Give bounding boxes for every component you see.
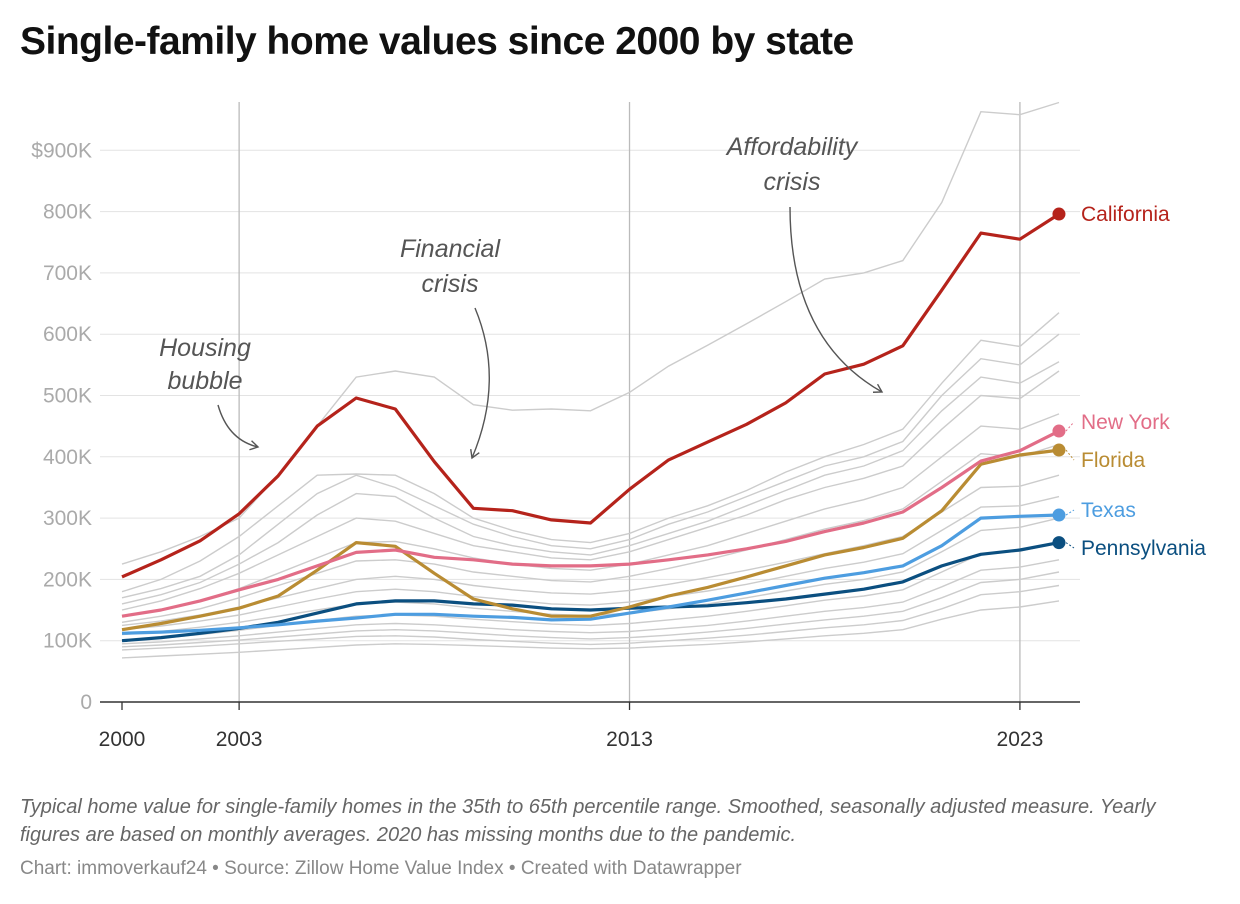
background-state-line bbox=[121, 600, 1060, 659]
annotation-text: Financial bbox=[400, 235, 501, 263]
y-tick-label: 700K bbox=[43, 262, 92, 285]
background-state-line bbox=[121, 413, 1060, 617]
background-state-line bbox=[121, 333, 1060, 599]
annotation-text: crisis bbox=[422, 270, 479, 298]
new-york-label-connector bbox=[1065, 421, 1075, 432]
highlighted-lines: Pennsylvania Texas Florida New York Californ… bbox=[121, 203, 1206, 643]
axes: 0 100K 200K 300K 400K 500K 600K 700K 800K $900K 20… bbox=[31, 139, 1080, 751]
annotation-text: Housing bbox=[159, 334, 251, 362]
annotation-arrow bbox=[789, 206, 883, 393]
new-york-end-dot bbox=[1052, 424, 1066, 438]
annotation-text: crisis bbox=[764, 168, 821, 196]
annotation-text: Affordability bbox=[725, 133, 859, 161]
y-tick-label: 500K bbox=[43, 385, 92, 408]
chart-note: Typical home value for single-family hom… bbox=[20, 796, 1156, 846]
texas-end-dot bbox=[1052, 508, 1066, 522]
y-tick-label: 300K bbox=[43, 507, 92, 530]
y-tick-label: 600K bbox=[43, 323, 92, 346]
background-state-line bbox=[121, 443, 1060, 623]
florida-end-dot bbox=[1052, 443, 1066, 457]
texas-line bbox=[121, 513, 1060, 635]
background-state-line bbox=[121, 361, 1060, 605]
florida-label-connector bbox=[1065, 449, 1075, 461]
new-york-line bbox=[121, 429, 1060, 618]
background-state-line bbox=[121, 559, 1060, 645]
x-tick-label: 2013 bbox=[606, 728, 653, 751]
california-label: California bbox=[1081, 203, 1170, 226]
annotation-arrow bbox=[217, 404, 259, 448]
chart-title: Single-family home values since 2000 by … bbox=[20, 20, 854, 63]
background-state-line bbox=[121, 571, 1060, 648]
y-tick-label: $900K bbox=[31, 139, 92, 162]
arrowhead-icon bbox=[249, 440, 260, 451]
pennsylvania-label: Pennsylvania bbox=[1081, 537, 1206, 560]
y-tick-label: 100K bbox=[43, 630, 92, 653]
background-state-line bbox=[121, 370, 1060, 611]
pennsylvania-label-connector bbox=[1065, 542, 1075, 549]
annotation-arrow bbox=[471, 307, 490, 459]
chart-credit: Chart: immoverkauf24 • Source: Zillow Ho… bbox=[20, 858, 742, 879]
florida-label: Florida bbox=[1081, 449, 1146, 472]
annotation-text: bubble bbox=[167, 367, 242, 395]
background-state-line bbox=[121, 495, 1060, 631]
line-chart: Pennsylvania Texas Florida New York Californ… bbox=[31, 101, 1206, 751]
arrowhead-icon bbox=[470, 448, 480, 460]
texas-label-connector bbox=[1065, 509, 1075, 516]
background-state-line bbox=[121, 584, 1060, 651]
california-line bbox=[121, 212, 1060, 579]
pennsylvania-line bbox=[121, 541, 1060, 643]
x-tick-label: 2023 bbox=[997, 728, 1044, 751]
texas-label: Texas bbox=[1081, 499, 1136, 522]
y-tick-label: 0 bbox=[80, 691, 92, 714]
florida-line bbox=[121, 448, 1060, 632]
california-end-dot bbox=[1052, 207, 1066, 221]
annotations: Housing bubble Financial crisis Affordabilit… bbox=[159, 133, 884, 460]
background-state-line bbox=[121, 312, 1060, 593]
background-state-line bbox=[121, 101, 1060, 565]
y-tick-label: 400K bbox=[43, 446, 92, 469]
y-tick-label: 200K bbox=[43, 568, 92, 591]
x-tick-label: 2003 bbox=[216, 728, 263, 751]
pennsylvania-end-dot bbox=[1052, 536, 1066, 550]
y-tick-label: 800K bbox=[43, 201, 92, 224]
new-york-label: New York bbox=[1081, 411, 1170, 434]
arrowhead-icon bbox=[872, 383, 884, 393]
x-tick-label: 2000 bbox=[99, 728, 146, 751]
